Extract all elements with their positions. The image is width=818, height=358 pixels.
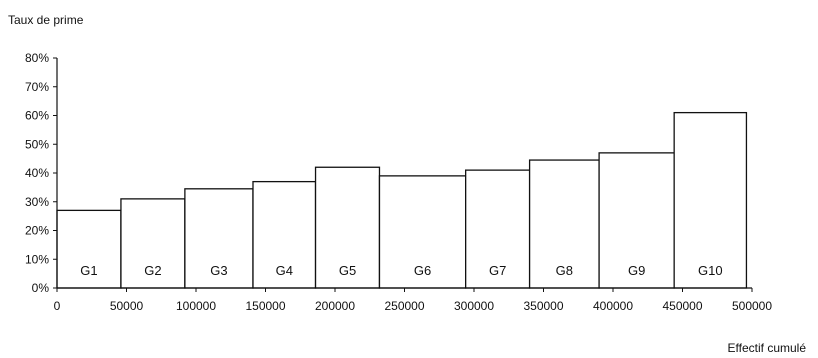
y-tick-label: 20%: [25, 224, 49, 238]
bar-g10: [673, 111, 748, 289]
y-tick-label: 30%: [25, 195, 49, 209]
x-tick-label: 150000: [245, 299, 285, 313]
bar-label-g7: G7: [489, 263, 506, 278]
labels-layer: G1 G2 G3 G4 G5 G6 G7 G8 G9 G10 0% 10% 20% 30% 40% 50% 60…: [25, 51, 772, 313]
bar-label-g5: G5: [339, 263, 356, 278]
bar-g1: [56, 209, 122, 289]
y-axis-title: Taux de prime: [8, 13, 84, 27]
x-tick-label: 50000: [110, 299, 144, 313]
y-tick-label: 70%: [25, 80, 49, 94]
axes-layer: [53, 57, 753, 292]
bar-label-g3: G3: [210, 263, 227, 278]
bar-label-g4: G4: [276, 263, 293, 278]
bar-label-g2: G2: [144, 263, 161, 278]
bar-label-g8: G8: [556, 263, 573, 278]
bar-g3: [184, 188, 254, 289]
y-tick-label: 80%: [25, 51, 49, 65]
bar-label-g10: G10: [698, 263, 723, 278]
x-axis-title: Effectif cumulé: [728, 341, 807, 355]
x-tick-label: 200000: [315, 299, 355, 313]
bar-g6: [378, 175, 467, 289]
y-tick-label: 40%: [25, 166, 49, 180]
bar-g8: [528, 159, 600, 289]
x-tick-label: 500000: [732, 299, 772, 313]
x-tick-label: 250000: [384, 299, 424, 313]
y-tick-label: 60%: [25, 109, 49, 123]
x-tick-label: 350000: [523, 299, 563, 313]
y-tick-label: 0%: [32, 281, 50, 295]
x-tick-label: 0: [54, 299, 61, 313]
x-tick-label: 300000: [454, 299, 494, 313]
bar-g2: [120, 198, 186, 289]
x-tick-label: 450000: [662, 299, 702, 313]
bar-label-g9: G9: [628, 263, 645, 278]
y-tick-label: 10%: [25, 252, 49, 266]
x-tick-label: 100000: [176, 299, 216, 313]
x-tick-label: 400000: [593, 299, 633, 313]
bar-label-g1: G1: [80, 263, 97, 278]
bar-label-g6: G6: [414, 263, 431, 278]
bars-layer: [56, 111, 748, 289]
y-tick-label: 50%: [25, 137, 49, 151]
